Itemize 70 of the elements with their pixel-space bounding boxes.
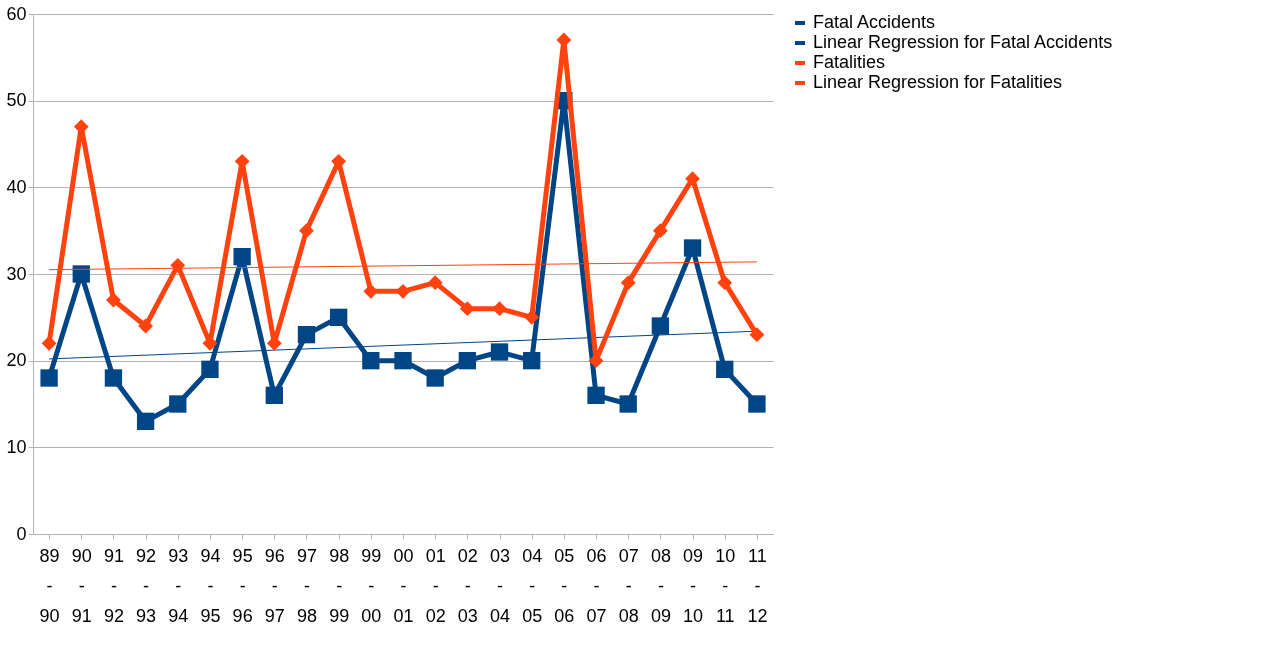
x-tick-label: 01 - 02 — [425, 545, 446, 626]
y-tick-label: 20 — [6, 350, 27, 371]
x-tick-label: 04 - 05 — [522, 545, 543, 626]
point — [265, 386, 283, 404]
point — [492, 301, 507, 317]
point — [72, 265, 90, 283]
point — [619, 395, 637, 413]
x-tick-label: 02 - 03 — [457, 545, 478, 626]
x-tick-label: 06 - 07 — [586, 545, 607, 626]
point — [458, 352, 477, 370]
point — [587, 386, 605, 404]
point — [716, 360, 734, 378]
point — [233, 248, 251, 266]
point — [620, 275, 636, 291]
x-tick-label: 09 - 10 — [683, 545, 704, 626]
x-tick-label: 94 - 95 — [200, 545, 221, 626]
x-tick-label: 03 - 04 — [490, 545, 511, 626]
x-tick-label: 05 - 06 — [554, 545, 575, 626]
point — [41, 335, 57, 351]
point — [717, 275, 733, 291]
x-tick-label: 93 - 94 — [168, 545, 189, 626]
x-tick-label: 90 - 91 — [71, 545, 92, 626]
point — [749, 327, 765, 343]
point — [685, 171, 700, 187]
point — [297, 326, 316, 344]
x-tick-label: 95 - 96 — [232, 545, 253, 626]
point — [299, 223, 314, 239]
point — [395, 283, 411, 299]
point — [201, 360, 219, 378]
point — [490, 343, 509, 361]
legend-label: Linear Regression for Fatal Accidents — [813, 32, 1113, 52]
x-tick-label: 08 - 09 — [650, 545, 671, 626]
point — [683, 239, 702, 257]
point — [362, 352, 380, 370]
y-tick-label: 30 — [6, 263, 27, 284]
point — [651, 317, 670, 335]
x-tick-label: 07 - 08 — [618, 545, 639, 626]
x-tick-label: 98 - 99 — [329, 545, 350, 626]
point — [329, 308, 348, 326]
x-tick-label: 89 - 90 — [39, 545, 60, 626]
point — [652, 223, 668, 239]
point — [136, 412, 155, 430]
point — [748, 395, 766, 413]
point — [394, 352, 412, 370]
point — [40, 369, 58, 387]
legend-label: Fatal Accidents — [813, 12, 936, 32]
x-tick-label: 92 - 93 — [136, 545, 157, 626]
point — [169, 395, 187, 413]
x-tick-label: 10 - 11 — [715, 545, 736, 626]
point — [523, 352, 541, 370]
point — [426, 369, 444, 387]
y-tick-label: 60 — [6, 3, 27, 24]
x-tick-label: 99 - 00 — [361, 545, 382, 626]
y-tick-label: 50 — [6, 90, 27, 111]
point — [427, 275, 443, 291]
point — [524, 309, 540, 325]
y-tick-label: 10 — [6, 436, 27, 457]
y-tick-label: 40 — [6, 176, 27, 197]
legend-label: Fatalities — [813, 52, 886, 72]
legend-label: Linear Regression for Fatalities — [813, 72, 1063, 92]
x-tick-label: 91 - 92 — [103, 545, 124, 626]
x-tick-label: 00 - 01 — [393, 545, 414, 626]
point — [459, 301, 475, 317]
x-tick-label: 11 - 12 — [747, 545, 768, 626]
y-tick-label: 0 — [16, 523, 27, 544]
x-tick-label: 97 - 98 — [296, 545, 317, 626]
x-tick-label: 96 - 97 — [264, 545, 285, 626]
point — [138, 318, 154, 334]
point — [104, 369, 123, 387]
point — [363, 283, 379, 299]
